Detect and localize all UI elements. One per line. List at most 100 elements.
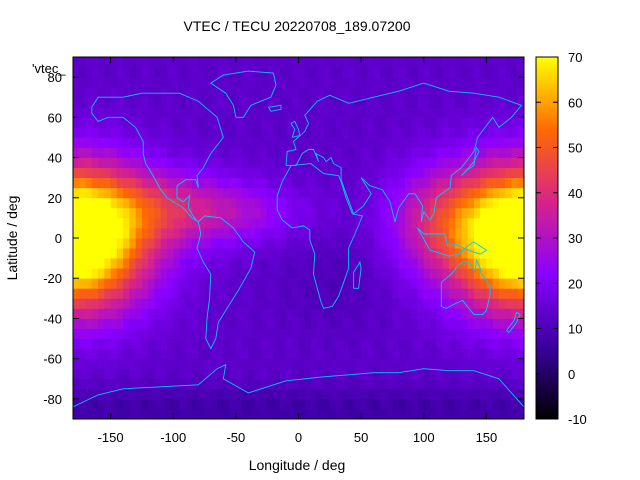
heatmap-cell [461, 338, 469, 350]
heatmap-cell [486, 167, 494, 179]
heatmap-cell [173, 388, 180, 400]
heatmap-cell [455, 107, 462, 118]
heatmap-cell [210, 398, 218, 410]
heatmap-cell [292, 238, 299, 249]
heatmap-cell [373, 408, 381, 420]
heatmap-cell [404, 358, 412, 370]
heatmap-cell [373, 77, 381, 88]
heatmap-cell [311, 318, 318, 329]
heatmap-cell [242, 348, 249, 360]
heatmap-cell [223, 177, 230, 189]
heatmap-cell [179, 87, 187, 98]
heatmap-cell [198, 318, 205, 329]
heatmap-cell [329, 268, 337, 279]
colorbar-tick-label: 70 [568, 50, 582, 65]
heatmap-cell [79, 117, 86, 128]
coastline-eurasia [285, 82, 523, 223]
heatmap-cell [379, 177, 387, 189]
heatmap-cell [141, 318, 149, 329]
heatmap-cell [273, 207, 281, 219]
heatmap-cell [423, 177, 431, 189]
heatmap-cell [461, 177, 469, 189]
heatmap-cell [517, 87, 525, 98]
heatmap-cell [192, 77, 199, 88]
heatmap-cell [79, 378, 86, 390]
heatmap-cell [110, 197, 118, 209]
heatmap-cell [467, 288, 475, 299]
heatmap-cell [354, 217, 362, 229]
heatmap-cell [135, 318, 143, 329]
heatmap-cell [367, 57, 375, 68]
heatmap-cell [379, 258, 387, 269]
heatmap-cell [198, 127, 205, 138]
heatmap-cell [442, 288, 450, 299]
heatmap-cell [123, 137, 130, 148]
heatmap-cell [235, 57, 243, 68]
heatmap-cell [461, 348, 469, 360]
heatmap-cell [298, 408, 306, 420]
heatmap-cell [292, 57, 299, 68]
heatmap-cell [498, 268, 506, 279]
heatmap-cell [404, 388, 412, 400]
heatmap-cell [423, 238, 431, 249]
heatmap-cell [267, 268, 274, 279]
heatmap-cell [455, 137, 462, 148]
heatmap-cell [98, 368, 105, 380]
heatmap-cell [423, 147, 431, 158]
heatmap-cell [254, 328, 262, 339]
heatmap-cell [361, 127, 368, 138]
heatmap-cell [123, 207, 130, 219]
heatmap-cell [392, 298, 400, 309]
heatmap-cell [79, 368, 86, 380]
heatmap-cell [448, 298, 456, 309]
heatmap-cell [260, 77, 268, 88]
heatmap-cell [242, 368, 249, 380]
heatmap-cell [73, 298, 80, 309]
heatmap-cell [423, 57, 431, 68]
heatmap-cell [85, 338, 93, 350]
heatmap-cell [116, 238, 124, 249]
heatmap-cell [141, 388, 149, 400]
heatmap-cell [398, 298, 406, 309]
heatmap-cell [85, 288, 93, 299]
heatmap-cell [386, 288, 393, 299]
heatmap-cell [373, 147, 381, 158]
heatmap-cell [279, 97, 287, 108]
heatmap-cell [242, 408, 249, 420]
heatmap-cell [354, 67, 362, 78]
heatmap-cell [229, 388, 237, 400]
heatmap-cell [148, 157, 155, 169]
heatmap-cell [430, 358, 437, 370]
heatmap-cell [179, 137, 187, 148]
heatmap-cell [480, 258, 487, 269]
heatmap-cell [436, 328, 443, 339]
heatmap-cell [235, 368, 243, 380]
heatmap-cell [148, 187, 155, 199]
heatmap-cell [242, 328, 249, 339]
heatmap-cell [404, 167, 412, 179]
heatmap-cell [204, 358, 212, 370]
heatmap-cell [361, 238, 368, 249]
heatmap-cell [442, 318, 450, 329]
colorbar-tick-label: 20 [568, 276, 582, 291]
y-tick-label: 20 [48, 191, 62, 206]
heatmap-cell [455, 177, 462, 189]
heatmap-cell [210, 408, 218, 420]
heatmap-cell [373, 227, 381, 239]
heatmap-cell [348, 398, 356, 410]
heatmap-cell [404, 127, 412, 138]
heatmap-cell [373, 67, 381, 78]
heatmap-cell [317, 187, 324, 199]
heatmap-cell [173, 177, 180, 189]
heatmap-cell [148, 408, 155, 420]
heatmap-cell [486, 258, 494, 269]
heatmap-cell [386, 157, 393, 169]
heatmap-cell [73, 217, 80, 229]
heatmap-cell [85, 107, 93, 118]
heatmap-cell [511, 318, 519, 329]
heatmap-cell [79, 318, 86, 329]
heatmap-cell [160, 368, 168, 380]
heatmap-cell [223, 97, 230, 108]
heatmap-cell [498, 67, 506, 78]
heatmap-cell [498, 348, 506, 360]
